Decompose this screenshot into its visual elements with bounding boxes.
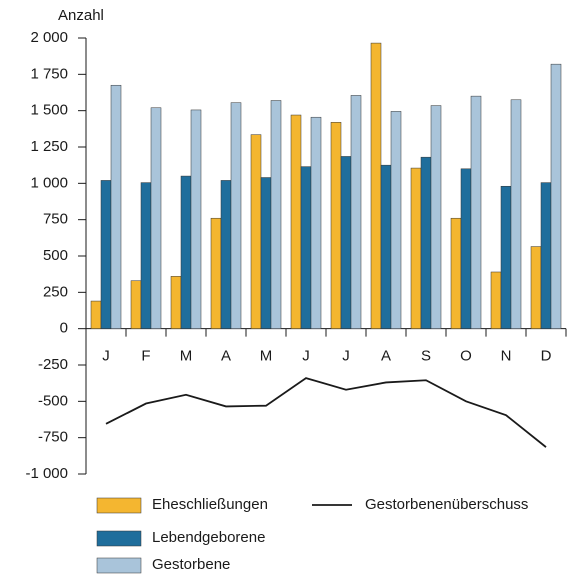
legend-swatch xyxy=(96,530,142,547)
legend-label: Gestorbenenüberschuss xyxy=(365,496,528,513)
bar xyxy=(350,95,362,329)
bar xyxy=(290,114,302,329)
legend-swatch xyxy=(96,557,142,574)
legend-label: Eheschließungen xyxy=(152,496,268,513)
bar xyxy=(180,175,192,329)
bar xyxy=(530,246,542,329)
y-tick-label: -250 xyxy=(38,356,68,373)
bar xyxy=(500,185,512,329)
y-tick-label: -500 xyxy=(38,392,68,409)
bar xyxy=(300,166,312,329)
bar xyxy=(460,168,472,329)
bar xyxy=(170,276,182,329)
bar xyxy=(250,134,262,329)
bar xyxy=(420,156,432,329)
bar xyxy=(470,95,482,329)
bar xyxy=(370,42,382,329)
x-tick-label: N xyxy=(501,348,512,365)
bar xyxy=(380,164,392,329)
bar xyxy=(390,111,402,329)
y-tick-label: 1 250 xyxy=(30,138,68,155)
x-tick-label: M xyxy=(180,348,193,365)
y-tick-label: 250 xyxy=(43,283,68,300)
bar xyxy=(190,109,202,329)
bar xyxy=(550,63,562,329)
y-tick-label: -750 xyxy=(38,429,68,446)
bar xyxy=(260,177,272,329)
bar xyxy=(510,99,522,329)
bar xyxy=(330,122,342,329)
y-tick-label: 0 xyxy=(60,320,68,337)
bar xyxy=(450,217,462,329)
bar xyxy=(100,180,112,329)
legend-label: Gestorbene xyxy=(152,556,230,573)
y-tick-label: 750 xyxy=(43,211,68,228)
bar xyxy=(410,167,422,329)
line xyxy=(105,377,547,448)
y-tick-label: 1 500 xyxy=(30,102,68,119)
x-tick-label: J xyxy=(302,348,310,365)
x-tick-label: F xyxy=(141,348,150,365)
y-tick-label: 2 000 xyxy=(30,29,68,46)
bar xyxy=(90,300,102,329)
x-tick-label: A xyxy=(381,348,391,365)
legend-label: Lebendgeborene xyxy=(152,529,265,546)
bar xyxy=(430,105,442,329)
y-tick-label: 1 750 xyxy=(30,65,68,82)
x-tick-label: J xyxy=(342,348,350,365)
bar xyxy=(310,116,322,329)
y-tick-label: 500 xyxy=(43,247,68,264)
bar xyxy=(230,102,242,329)
x-tick-label: J xyxy=(102,348,110,365)
y-axis-label: Anzahl xyxy=(58,7,104,24)
bar xyxy=(270,100,282,329)
x-tick-label: O xyxy=(460,348,472,365)
bar xyxy=(490,271,502,329)
legend-swatch xyxy=(96,497,142,514)
x-tick-label: M xyxy=(260,348,273,365)
bar xyxy=(150,107,162,329)
bar xyxy=(110,84,122,329)
bar xyxy=(130,280,142,329)
bar xyxy=(220,180,232,329)
bar xyxy=(210,217,222,329)
x-tick-label: D xyxy=(541,348,552,365)
bar xyxy=(340,156,352,329)
y-tick-label: -1 000 xyxy=(25,465,68,482)
bar xyxy=(140,182,152,329)
x-tick-label: S xyxy=(421,348,431,365)
bar xyxy=(540,182,552,329)
y-tick-label: 1 000 xyxy=(30,174,68,191)
x-tick-label: A xyxy=(221,348,231,365)
